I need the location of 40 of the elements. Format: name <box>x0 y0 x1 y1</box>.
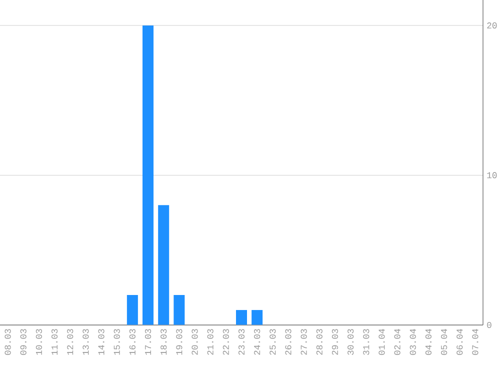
bar <box>174 295 185 325</box>
x-tick-label: 01.04 <box>378 328 385 355</box>
x-tick-label: 03.04 <box>410 328 416 355</box>
bar <box>236 310 248 325</box>
x-tick-label: 17.03 <box>144 329 152 355</box>
x-tick-label: 29.03 <box>332 329 338 355</box>
x-tick-label: 04.04 <box>425 328 432 355</box>
x-tick-label: 06.04 <box>456 328 463 355</box>
x-tick-label: 12.03 <box>67 329 74 355</box>
x-tick-label: 05.04 <box>441 328 448 355</box>
x-tick-label: 14.03 <box>98 329 104 355</box>
x-tick-label: 16.03 <box>129 329 136 355</box>
x-tick-label: 13.03 <box>82 329 89 355</box>
bar <box>252 310 263 325</box>
bar <box>158 205 170 325</box>
x-tick-label: 27.03 <box>300 329 307 355</box>
y-tick-label: 0 <box>487 322 492 328</box>
bar <box>126 295 138 325</box>
x-tick-label: 28.03 <box>316 329 322 355</box>
x-tick-label: 10.03 <box>36 329 42 355</box>
y-tick-label: 10 <box>487 172 497 178</box>
x-tick-label: 08.03 <box>4 329 11 355</box>
x-tick-label: 24.03 <box>254 329 260 355</box>
bar <box>142 25 154 325</box>
x-tick-label: 19.03 <box>176 329 182 355</box>
x-tick-label: 25.03 <box>270 329 276 355</box>
x-tick-label: 23.03 <box>238 329 245 355</box>
x-tick-label: 18.03 <box>160 329 167 355</box>
x-tick-label: 11.03 <box>51 329 58 355</box>
x-tick-label: 21.03 <box>207 329 214 355</box>
x-tick-label: 26.03 <box>285 329 292 355</box>
x-tick-label: 09.03 <box>20 329 26 355</box>
x-tick-label: 22.03 <box>222 329 229 355</box>
x-tick-label: 20.03 <box>192 329 198 355</box>
x-tick-label: 07.04 <box>472 328 478 355</box>
x-tick-label: 30.03 <box>348 329 354 355</box>
x-tick-label: 31.03 <box>363 329 370 355</box>
x-tick-label: 15.03 <box>114 329 120 355</box>
x-tick-label: 02.04 <box>394 328 400 355</box>
y-tick-label: 20 <box>487 22 497 29</box>
